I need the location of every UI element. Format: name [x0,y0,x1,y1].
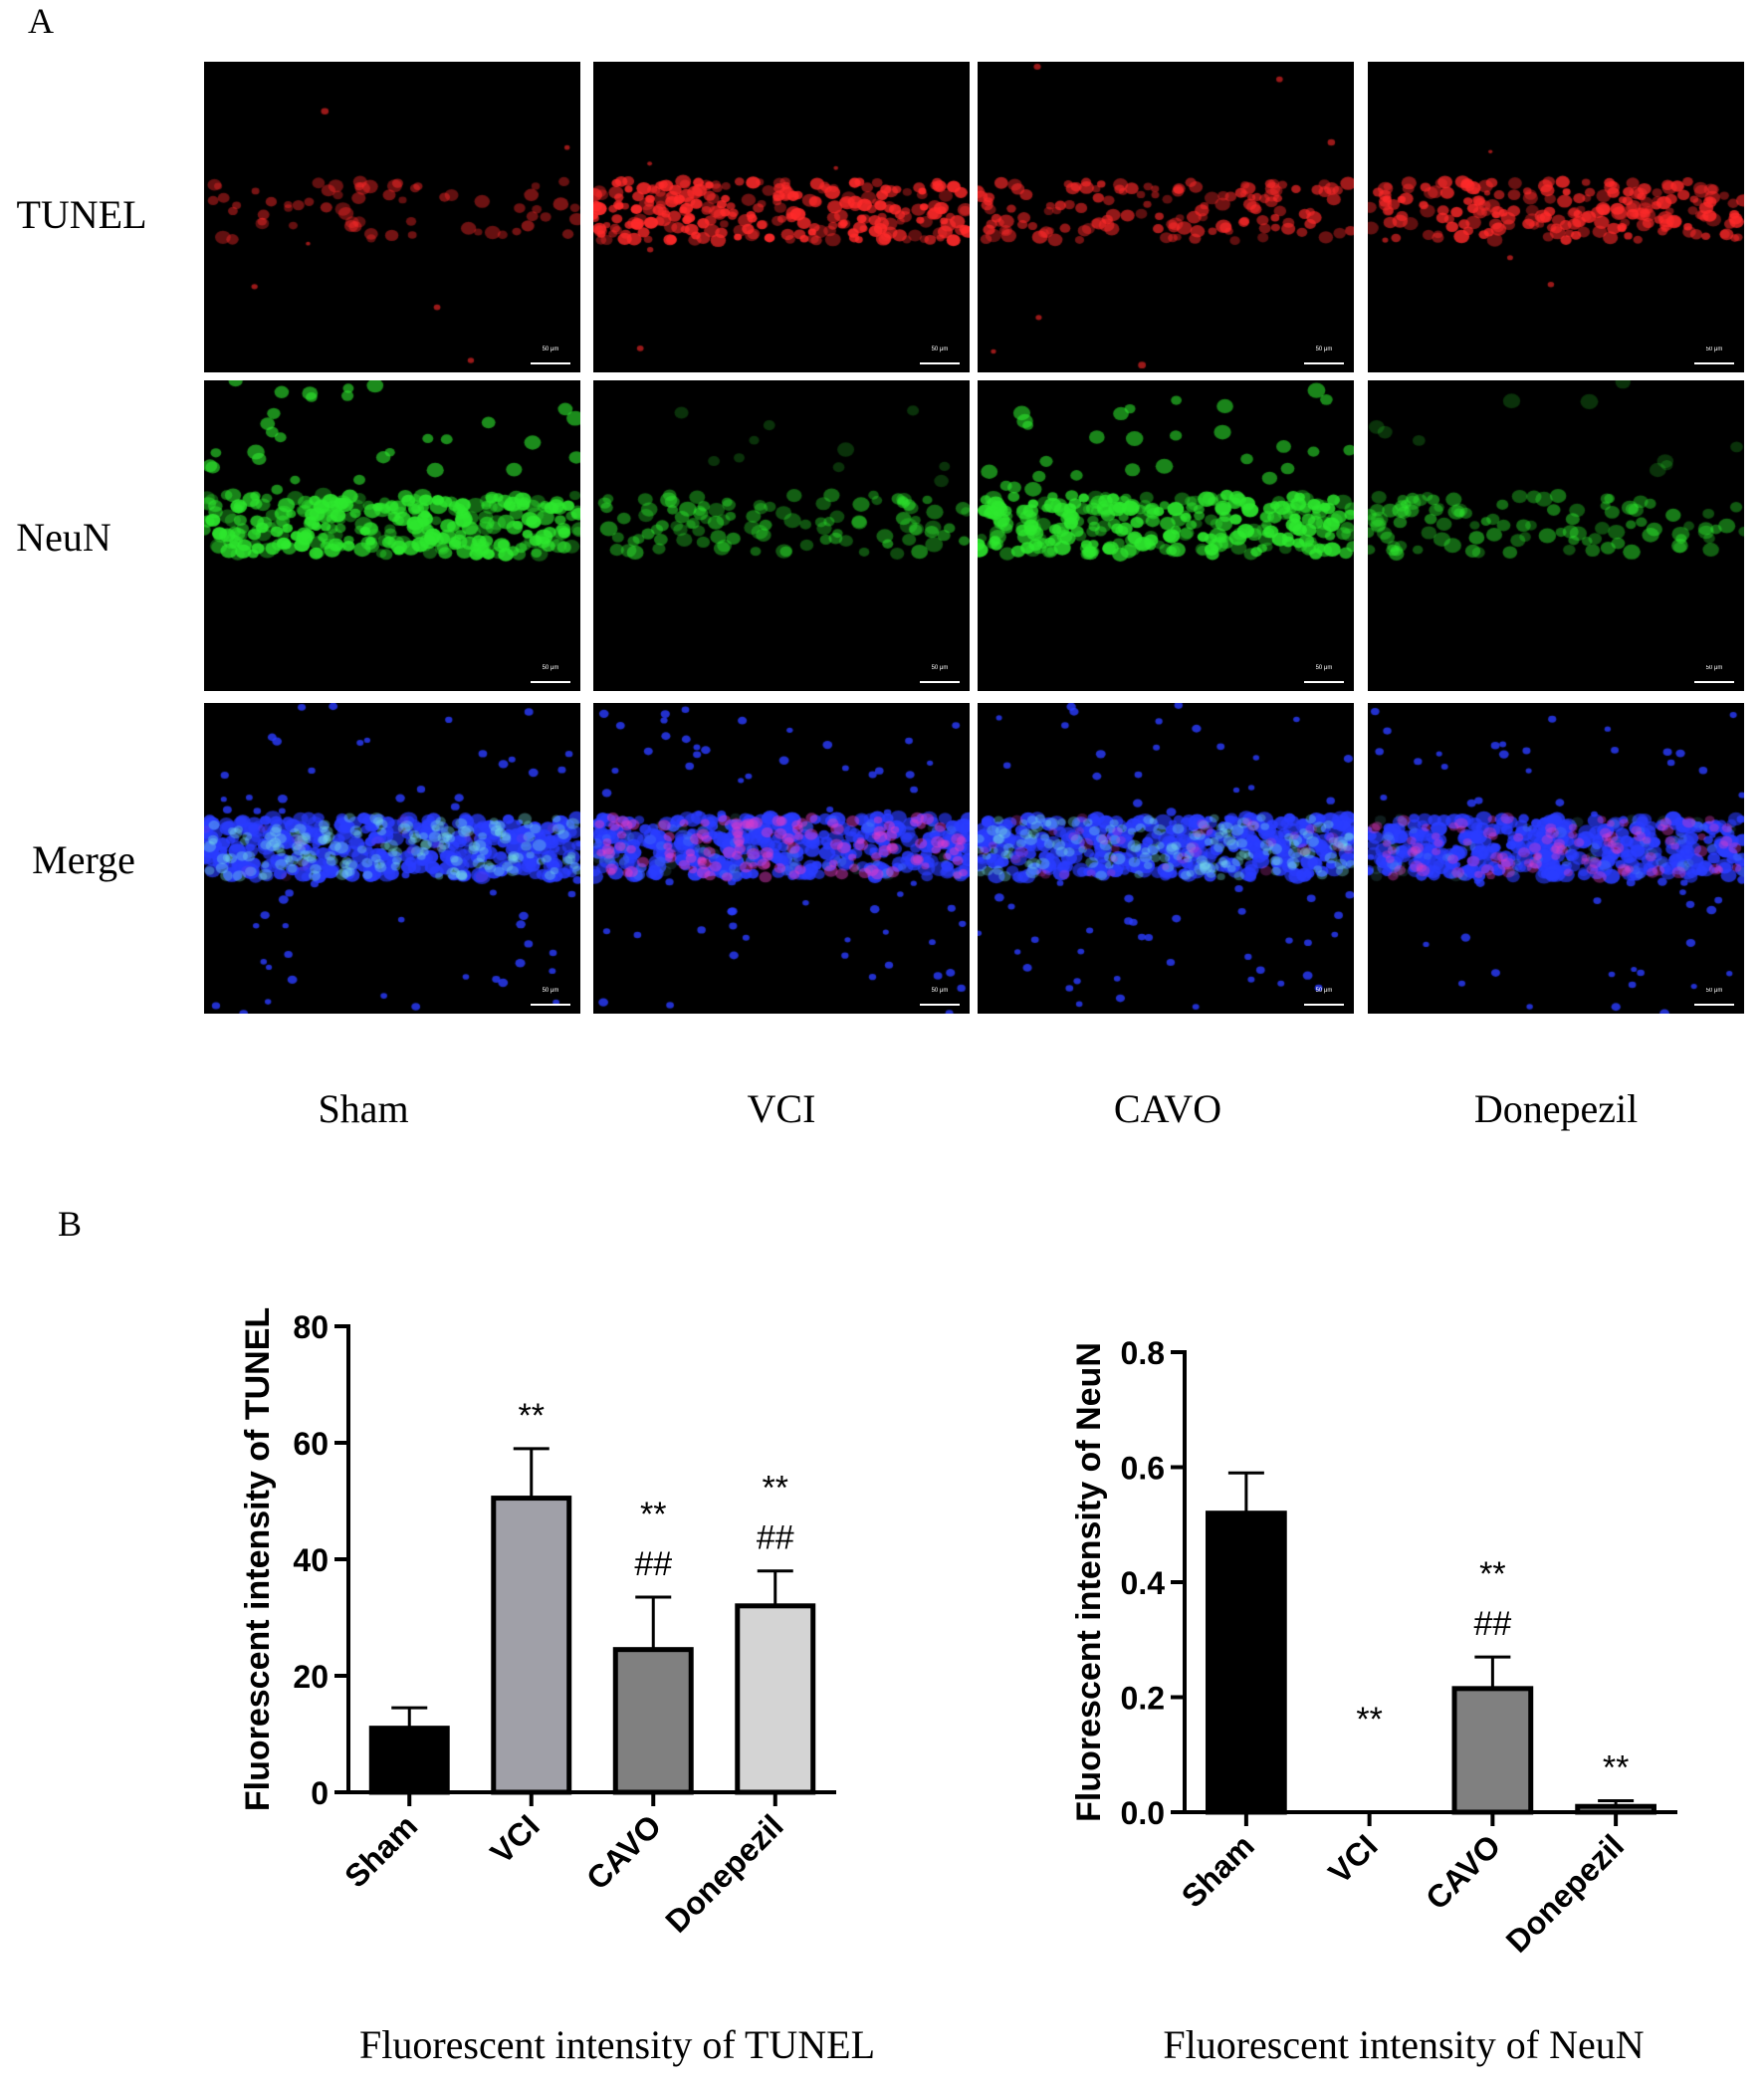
row-label-neun: NeuN [16,515,111,560]
bar-cavo [612,1647,694,1795]
y-tick-label: 0 [311,1775,329,1811]
scale-bar-label: 50 μm [1705,347,1723,352]
scale-bar-label: 50 μm [542,988,559,994]
x-tick-label-donepezil: Donepezil [658,1807,789,1939]
significance-annotation: ** [1479,1555,1505,1593]
caption-neun: Fluorescent intensity of NeuN [1163,2022,1645,2067]
y-tick-label: 60 [293,1426,329,1462]
tunel-bar-chart: Fluorescent intensity of TUNEL 0 20 40 60 80 S… [239,1307,836,1940]
col-label-vci: VCI [747,1086,816,1131]
x-tick-label-sham: Sham [337,1807,424,1894]
y-tick-label: 0.0 [1121,1795,1165,1831]
scale-bar: 50 μm [1694,665,1734,683]
micrograph-merge-cavo: 50 μm [978,703,1354,1014]
scale-bar: 50 μm [1304,988,1344,1006]
significance-annotation: ** [763,1470,788,1508]
y-tick-label: 80 [293,1309,329,1345]
scale-bar-label: 50 μm [542,347,559,352]
scale-bar: 50 μm [1304,665,1344,683]
scale-bar: 50 μm [920,347,960,364]
micrograph-neun-vci: 50 μm [593,380,970,691]
bar-cavo [1451,1686,1534,1815]
micrograph-neun-donepezil: 50 μm [1368,380,1744,691]
significance-annotation: ** [519,1397,545,1435]
scale-bar-label: 50 μm [1705,665,1723,671]
significance-annotation: ** [640,1496,666,1533]
row-label-tunel: TUNEL [16,192,147,237]
scale-bar: 50 μm [1694,347,1734,364]
micrograph-merge-donepezil: 50 μm [1368,703,1744,1014]
scale-bar-label: 50 μm [1315,665,1333,671]
micrograph-merge-vci: 50 μm [593,703,970,1014]
scale-bar: 50 μm [531,988,570,1006]
x-tick-label-vci: VCI [484,1807,547,1870]
significance-annotation: ** [1356,1701,1382,1739]
y-tick-label: 40 [293,1542,329,1578]
significance-annotation: ## [757,1519,794,1557]
y-tick-label: 20 [293,1659,329,1695]
y-tick-label: 0.2 [1121,1681,1165,1717]
y-tick-label: 0.8 [1121,1335,1165,1371]
scale-bar: 50 μm [920,988,960,1006]
micrograph-tunel-donepezil: 50 μm [1368,62,1744,372]
micrograph-merge-sham: 50 μm [204,703,580,1014]
x-tick-label-cavo: CAVO [579,1807,668,1896]
scale-bar: 50 μm [1304,347,1344,364]
bar-donepezil [1575,1803,1656,1815]
scale-bar-label: 50 μm [931,665,949,671]
col-label-cavo: CAVO [1113,1086,1222,1131]
micrograph-tunel-cavo: 50 μm [978,62,1354,372]
y-tick-label: 0.6 [1121,1451,1165,1487]
col-label-donepezil: Donepezil [1473,1086,1639,1131]
x-tick-label-sham: Sham [1175,1827,1261,1914]
micrograph-neun-sham: 50 μm [204,380,580,691]
bar-vci [491,1496,572,1795]
bar-sham [368,1726,450,1795]
scale-bar-label: 50 μm [931,988,949,994]
y-axis-label: Fluorescent intensity of TUNEL [239,1307,277,1811]
scale-bar-label: 50 μm [1315,347,1333,352]
scale-bar: 50 μm [920,665,960,683]
micrograph-tunel-vci: 50 μm [593,62,970,372]
panel-b-label: B [58,1204,83,1244]
scale-bar-label: 50 μm [1315,988,1333,994]
y-tick-label: 0.4 [1121,1565,1166,1601]
x-tick-label-cavo: CAVO [1419,1827,1507,1916]
y-axis-label: Fluorescent intensity of NeuN [1070,1342,1108,1822]
scale-bar: 50 μm [531,665,570,683]
caption-tunel: Fluorescent intensity of TUNEL [358,2022,876,2067]
scale-bar-label: 50 μm [931,347,949,352]
scale-bar-label: 50 μm [542,665,559,671]
micrograph-neun-cavo: 50 μm [978,380,1354,691]
neun-bar-chart: Fluorescent intensity of NeuN 0.0 0.2 0.4 0.… [1070,1335,1677,1960]
significance-annotation: ## [634,1545,672,1583]
x-tick-label-vci: VCI [1321,1827,1384,1890]
x-tick-label-donepezil: Donepezil [1499,1827,1631,1959]
scale-bar: 50 μm [1694,988,1734,1006]
bar-donepezil [735,1603,816,1795]
row-label-merge: Merge [32,837,135,882]
scale-bar-label: 50 μm [1705,988,1723,994]
bar-sham [1206,1510,1287,1815]
panel-a-label: A [28,1,54,41]
col-label-sham: Sham [318,1086,409,1131]
scale-bar: 50 μm [531,347,570,364]
micrograph-tunel-sham: 50 μm [204,62,580,372]
significance-annotation: ** [1603,1748,1629,1786]
significance-annotation: ## [1473,1605,1511,1643]
